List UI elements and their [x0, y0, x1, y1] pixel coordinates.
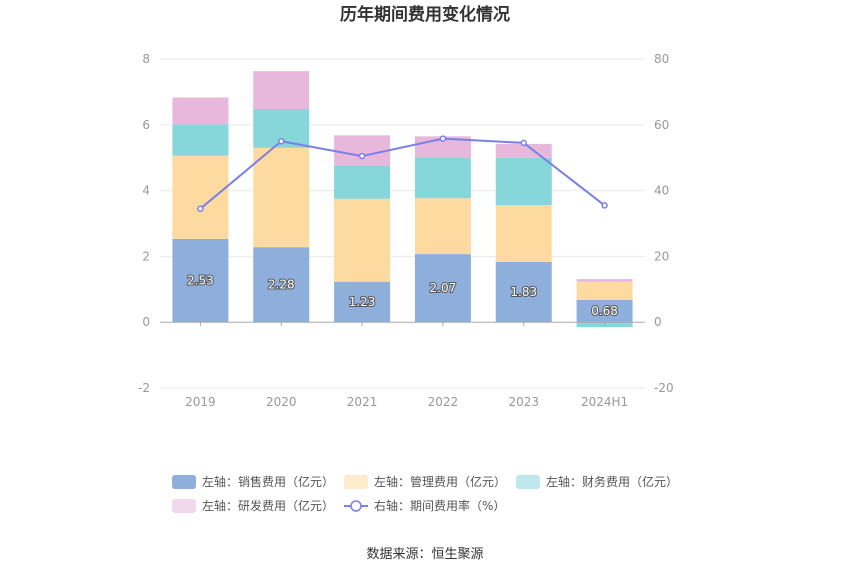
bar-segment	[253, 71, 310, 110]
legend-marker	[350, 500, 362, 512]
x-tick-label: 2023	[508, 395, 539, 409]
x-tick-label: 2022	[428, 395, 459, 409]
right-tick-label: 20	[654, 249, 669, 263]
bar-segment	[253, 247, 310, 323]
x-axis	[160, 321, 645, 327]
legend-label: 左轴：财务费用（亿元）	[546, 474, 678, 489]
legend-item: 左轴：销售费用（亿元）	[172, 474, 334, 489]
gridlines	[160, 58, 645, 389]
bar-segment	[414, 254, 471, 323]
x-tick-label: 2019	[185, 395, 216, 409]
bar-segment	[172, 238, 229, 323]
source-note: 数据来源：恒生聚源	[366, 547, 483, 562]
left-tick-label: 6	[142, 118, 150, 132]
expense-rate-line	[197, 135, 608, 212]
rate-point	[520, 139, 527, 147]
legend-item: 左轴：财务费用（亿元）	[516, 474, 678, 489]
legend-label: 左轴：销售费用（亿元）	[202, 474, 334, 489]
x-axis-ticks: 2019 2020 2021 2022 2023 2024H1	[185, 395, 628, 409]
bar-segment	[253, 147, 310, 248]
bar-segment	[172, 124, 229, 156]
right-tick-label: 80	[654, 52, 669, 66]
left-axis-ticks: -2 0 2 4 6 8	[138, 52, 150, 395]
rate-point	[197, 205, 204, 212]
left-tick-label: 4	[142, 184, 150, 198]
legend-swatch	[172, 475, 196, 489]
bar-segment	[334, 198, 391, 282]
bar-segment	[495, 261, 552, 323]
legend-item: 左轴：研发费用（亿元）	[172, 498, 334, 513]
legend-item: 左轴：管理费用（亿元）	[344, 474, 506, 489]
bar-segment	[334, 281, 391, 323]
x-tick-label: 2020	[266, 395, 297, 409]
data-labels: 2.53 2.28 1.23 2.07 1.83 0.68	[186, 273, 619, 319]
legend-label: 右轴：期间费用率（%）	[374, 498, 505, 513]
legend-label: 左轴：管理费用（亿元）	[374, 474, 506, 489]
rate-line	[199, 137, 606, 210]
rate-point	[358, 152, 366, 160]
bar-segment	[495, 157, 552, 206]
legend: 左轴：销售费用（亿元） 左轴：管理费用（亿元） 左轴：财务费用（亿元） 左轴：研发费用…	[172, 474, 678, 513]
data-label: 1.23	[349, 295, 376, 309]
chart-title: 历年期间费用变化情况	[340, 4, 510, 25]
right-tick-label: -20	[654, 381, 674, 395]
bars	[172, 71, 633, 328]
rate-point	[439, 135, 447, 142]
data-label: 2.28	[268, 278, 295, 292]
right-tick-label: 0	[654, 315, 662, 329]
right-axis-ticks: -20 0 20 40 60 80	[654, 52, 674, 395]
data-label: 1.83	[510, 285, 537, 299]
legend-swatch	[344, 475, 368, 489]
legend-item: 右轴：期间费用率（%）	[344, 498, 505, 513]
bar-segment	[334, 135, 391, 166]
rate-point	[278, 138, 285, 145]
data-label: 2.07	[430, 281, 457, 295]
legend-swatch	[172, 499, 196, 513]
bar-segment	[576, 281, 633, 300]
bar-segment	[414, 158, 471, 199]
data-label: 2.53	[187, 274, 214, 288]
x-tick-label: 2024H1	[581, 395, 628, 409]
left-tick-label: 8	[142, 52, 150, 66]
bar-segment	[334, 165, 391, 199]
left-tick-label: 2	[142, 249, 150, 263]
legend-swatch	[516, 475, 540, 489]
bar-segment	[576, 279, 633, 282]
legend-label: 左轴：研发费用（亿元）	[202, 498, 334, 513]
bar-segment	[172, 155, 229, 239]
right-tick-label: 40	[654, 184, 669, 198]
x-tick-label: 2021	[347, 395, 378, 409]
rate-point	[601, 202, 608, 209]
bar-segment	[172, 97, 229, 125]
left-tick-label: 0	[142, 315, 150, 329]
bar-segment	[576, 299, 633, 323]
right-tick-label: 60	[654, 118, 669, 132]
bar-segment	[414, 198, 471, 255]
data-label: 0.68	[591, 304, 618, 318]
left-tick-label: -2	[138, 381, 150, 395]
bar-segment	[495, 205, 552, 262]
